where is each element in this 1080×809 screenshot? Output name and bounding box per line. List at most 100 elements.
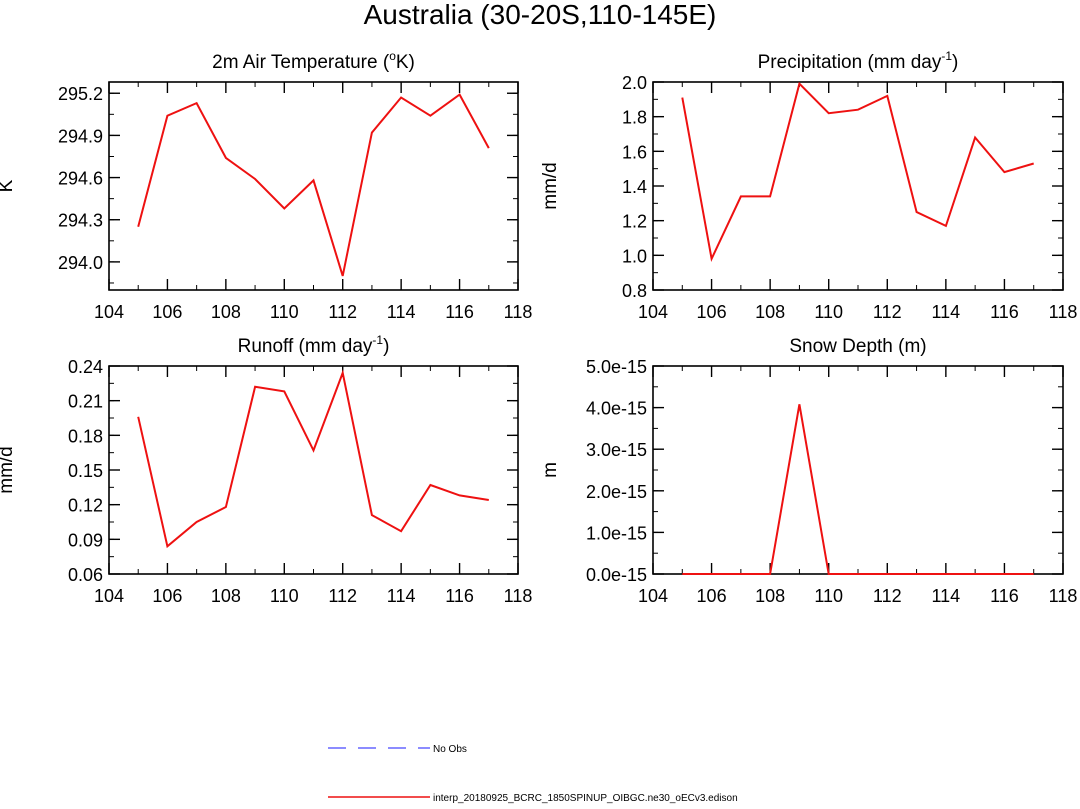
- panel-title-main: Precipitation (mm day: [758, 52, 942, 73]
- y-tick-label: 1.2: [622, 212, 647, 232]
- x-tick-label: 114: [932, 302, 961, 322]
- figure-title: Australia (30-20S,110-145E): [364, 0, 717, 30]
- x-tick-label: 118: [504, 586, 533, 606]
- data-point: [225, 157, 227, 159]
- y-tick-label: 294.3: [58, 211, 103, 231]
- data-point: [196, 102, 198, 104]
- data-point: [137, 226, 139, 228]
- y-tick-label: 0.8: [622, 281, 647, 301]
- data-point: [886, 95, 888, 97]
- x-tick-label: 116: [445, 302, 474, 322]
- x-tick-label: 112: [328, 586, 357, 606]
- y-tick-label: 0.06: [68, 565, 103, 585]
- y-tick-label: 0.21: [68, 392, 103, 412]
- data-point: [828, 573, 830, 575]
- x-tick-label: 108: [211, 302, 241, 322]
- x-tick-label: 118: [1049, 302, 1078, 322]
- series-line: [137, 93, 490, 277]
- x-tick-label: 104: [94, 586, 124, 606]
- data-point: [1033, 573, 1035, 575]
- data-point: [857, 109, 859, 111]
- data-point: [283, 390, 285, 392]
- data-point: [342, 372, 344, 374]
- data-point: [886, 573, 888, 575]
- panel-title-superscript: o: [389, 49, 396, 63]
- x-tick-label: 116: [990, 302, 1019, 322]
- y-tick-label: 0.0e-15: [586, 565, 647, 585]
- y-tick-label: 294.6: [58, 169, 103, 189]
- data-point: [254, 178, 256, 180]
- data-point: [798, 403, 800, 405]
- panel-title-superscript: -1: [372, 333, 383, 347]
- x-tick-label: 108: [755, 302, 785, 322]
- data-point: [196, 521, 198, 523]
- x-tick-label: 114: [387, 302, 416, 322]
- data-point: [342, 275, 344, 277]
- y-tick-label: 1.0: [622, 246, 647, 266]
- data-point: [711, 258, 713, 260]
- y-tick-label: 1.0e-15: [586, 523, 647, 543]
- x-tick-label: 104: [638, 586, 668, 606]
- data-point: [1003, 171, 1005, 173]
- data-point: [974, 136, 976, 138]
- data-point: [313, 179, 315, 181]
- legend-label-1: No Obs: [433, 744, 467, 755]
- panel-title: Runoff (mm day-1): [238, 333, 390, 357]
- plot-frame: [652, 81, 1064, 291]
- y-tick-label: 0.09: [68, 530, 103, 550]
- panel-title-main: Runoff (mm day: [238, 336, 373, 357]
- y-tick-label: 295.2: [58, 84, 103, 104]
- x-tick-label: 118: [504, 302, 533, 322]
- data-point: [681, 97, 683, 99]
- y-tick-label: 1.8: [622, 108, 647, 128]
- series-line: [137, 369, 489, 549]
- x-tick-label: 108: [211, 586, 241, 606]
- x-tick-label: 112: [328, 302, 357, 322]
- chart-panel-3: Runoff (mm day-1) mm/d 0.06 0.09 0.12 0.15 0.1…: [0, 333, 532, 606]
- data-point: [459, 494, 461, 496]
- x-tick-label: 104: [638, 302, 668, 322]
- data-point: [945, 573, 947, 575]
- x-tick-label: 116: [990, 586, 1019, 606]
- data-point: [488, 499, 490, 501]
- y-axis-label: m: [540, 462, 561, 478]
- plot-frame: [652, 365, 1064, 575]
- x-tick-label: 106: [152, 586, 182, 606]
- data-point: [137, 416, 139, 418]
- y-tick-label: 0.18: [68, 426, 103, 446]
- x-tick-label: 118: [1049, 586, 1078, 606]
- y-axis-label: mm/d: [0, 446, 17, 494]
- y-tick-label: 1.6: [622, 142, 647, 162]
- data-point: [254, 386, 256, 388]
- plot-frame: [108, 81, 519, 291]
- x-tick-label: 106: [697, 586, 727, 606]
- data-point: [769, 195, 771, 197]
- data-point: [1003, 573, 1005, 575]
- y-axis-label: mm/d: [540, 162, 561, 210]
- data-point: [916, 573, 918, 575]
- x-tick-label: 110: [814, 302, 843, 322]
- data-point: [283, 207, 285, 209]
- data-point: [681, 573, 683, 575]
- chart-panel-2: Precipitation (mm day-1) mm/d 0.8 1.0 1.2 1.4…: [540, 49, 1077, 322]
- x-tick-label: 110: [270, 302, 299, 322]
- x-tick-label: 108: [755, 586, 785, 606]
- data-point: [945, 225, 947, 227]
- panel-title-main: 2m Air Temperature (: [212, 52, 390, 73]
- data-point: [488, 147, 490, 149]
- series-line: [682, 404, 1034, 575]
- y-tick-label: 294.0: [58, 253, 103, 273]
- x-tick-label: 106: [697, 302, 727, 322]
- panel-title-superscript: -1: [941, 49, 952, 63]
- chart-panel-4: Snow Depth (m) m 0.0e-15 1.0e-15 2.0e-15 3.0e…: [540, 336, 1077, 606]
- x-tick-label: 110: [270, 586, 299, 606]
- data-point: [400, 96, 402, 98]
- panel-title: 2m Air Temperature (oK): [212, 49, 415, 73]
- data-point: [798, 83, 800, 85]
- y-tick-label: 4.0e-15: [586, 399, 647, 419]
- data-point: [857, 573, 859, 575]
- y-tick-label: 2.0: [622, 73, 647, 93]
- data-point: [313, 449, 315, 451]
